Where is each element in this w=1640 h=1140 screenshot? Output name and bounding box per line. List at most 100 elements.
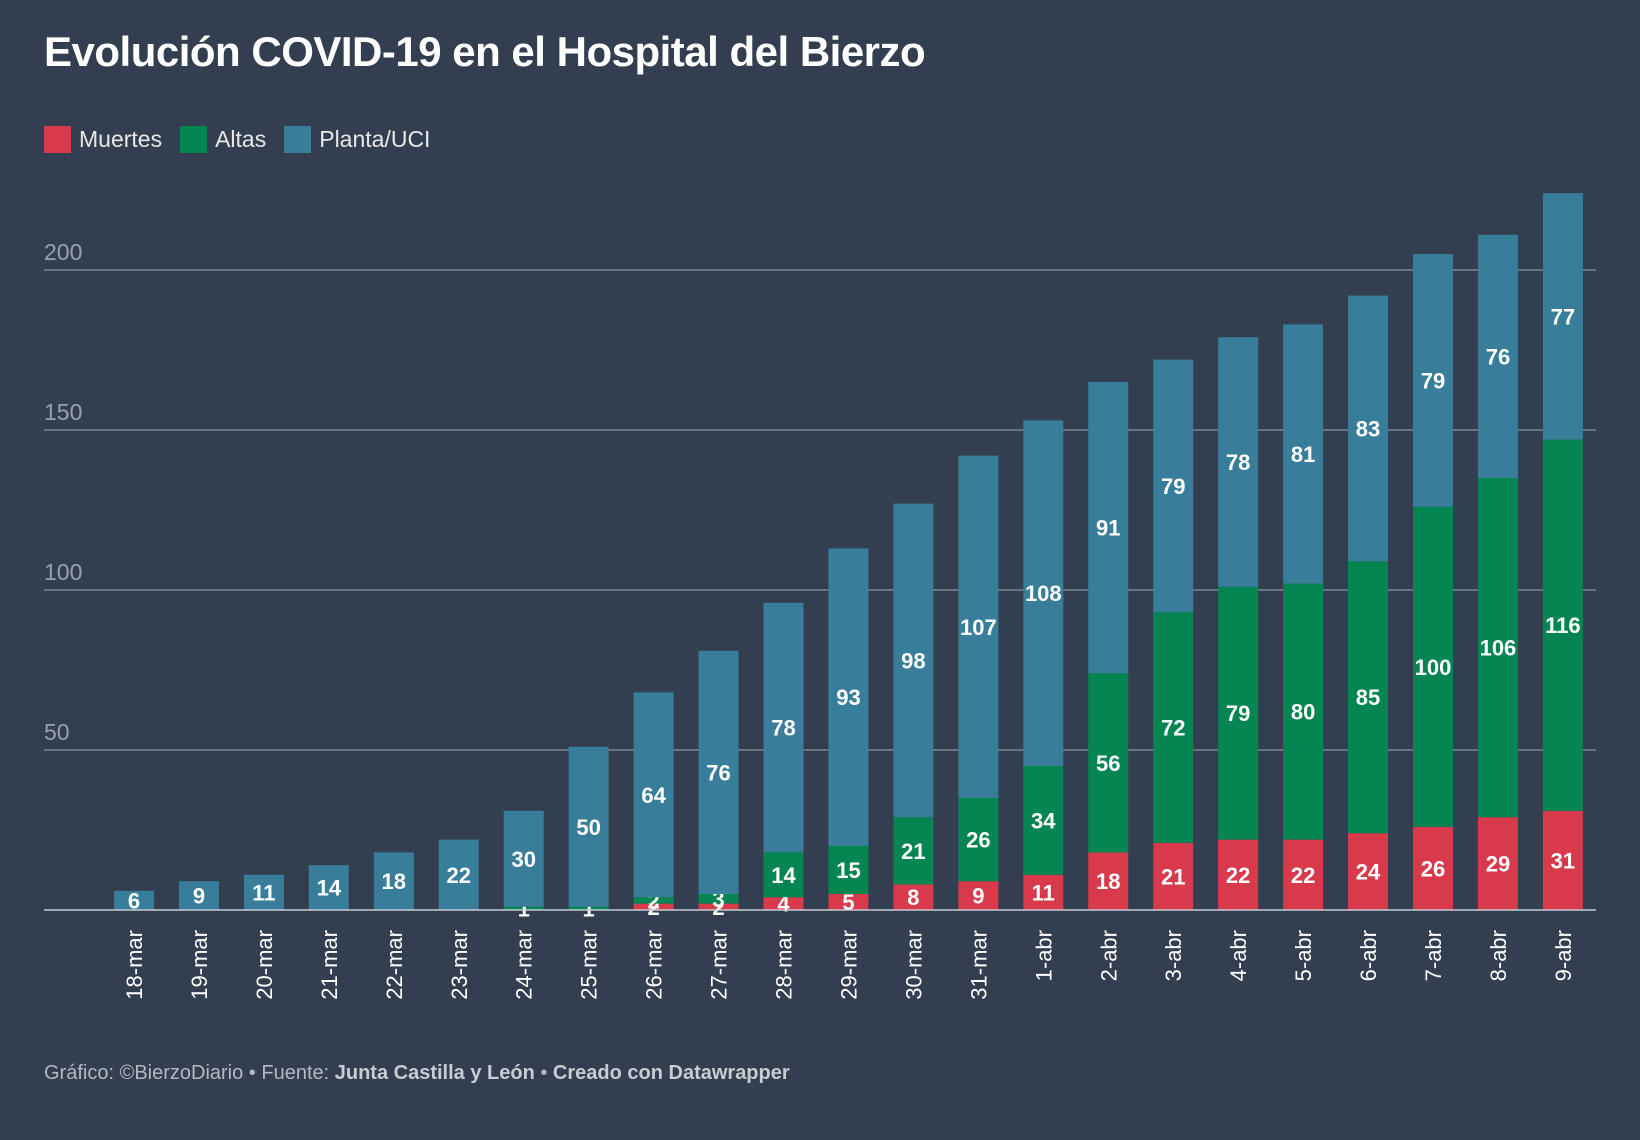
x-tick-label: 19-mar — [187, 930, 212, 1000]
bar-segment — [698, 650, 739, 894]
y-tick-label: 200 — [44, 239, 82, 265]
bar-segment — [1088, 673, 1129, 853]
data-label: 108 — [1025, 581, 1062, 606]
bar-segment — [828, 548, 869, 846]
bar-segment — [1218, 586, 1259, 840]
data-label: 6 — [128, 888, 140, 913]
bar-segment — [763, 602, 804, 853]
data-label: 18 — [1096, 869, 1120, 894]
bar-segment — [1023, 766, 1064, 875]
data-label: 72 — [1161, 716, 1185, 741]
data-label: 100 — [1415, 655, 1452, 680]
data-label: 24 — [1356, 860, 1381, 885]
data-label: 116 — [1545, 613, 1581, 638]
bar-segment — [114, 890, 154, 910]
legend-item: Muertes — [44, 126, 162, 153]
data-label: 22 — [447, 863, 471, 888]
legend-label: Planta/UCI — [319, 126, 431, 152]
data-label: 50 — [576, 815, 600, 840]
data-label: 93 — [836, 685, 860, 710]
x-tick-label: 26-mar — [642, 930, 667, 1000]
data-label: 79 — [1421, 368, 1445, 393]
x-tick-label: 20-mar — [252, 930, 277, 1000]
x-tick-label: 24-mar — [512, 930, 537, 1000]
y-tick-label: 50 — [44, 719, 70, 745]
bar-segment — [1153, 359, 1194, 613]
legend-label: Muertes — [79, 126, 163, 152]
bar-segment — [763, 897, 804, 910]
bar-segment — [503, 810, 544, 907]
data-label: 30 — [511, 847, 535, 872]
bar-segment — [958, 798, 999, 882]
bar-segment — [1542, 193, 1583, 440]
x-tick-label: 5-abr — [1291, 930, 1316, 981]
x-tick-label: 1-abr — [1031, 930, 1056, 981]
data-label: 11 — [1032, 880, 1055, 905]
bar-segment — [308, 865, 349, 910]
x-tick-label: 6-abr — [1356, 930, 1381, 981]
x-tick-label: 29-mar — [836, 930, 861, 1000]
bar-segment — [958, 881, 999, 910]
footer-source[interactable]: Junta Castilla y León — [334, 1062, 535, 1084]
bar-segment — [1542, 810, 1583, 910]
legend-label: Altas — [215, 126, 267, 152]
data-label: 18 — [382, 869, 406, 894]
bar-segment — [828, 894, 869, 910]
data-label: 22 — [1226, 863, 1250, 888]
bar-segment — [1413, 506, 1453, 827]
x-tick-label: 9-abr — [1551, 930, 1576, 981]
x-tick-label: 4-abr — [1226, 930, 1251, 981]
data-label: 31 — [1551, 848, 1575, 873]
x-tick-label: 2-abr — [1096, 930, 1121, 981]
bar-segment — [633, 897, 674, 904]
footer: Gráfico: ©BierzoDiario • Fuente: Junta C… — [44, 1062, 790, 1085]
chart-title: Evolución COVID-19 en el Hospital del Bi… — [44, 28, 926, 75]
legend-item: Altas — [180, 126, 266, 153]
bar-segment — [633, 692, 674, 898]
data-label: 56 — [1096, 751, 1120, 776]
bar-segment — [1088, 382, 1129, 674]
data-label: 9 — [972, 884, 984, 909]
footer-created-with[interactable]: Creado con Datawrapper — [552, 1062, 790, 1084]
legend-swatch — [44, 126, 71, 153]
x-tick-label: 18-mar — [122, 930, 147, 1000]
x-tick-label: 3-abr — [1161, 930, 1186, 981]
x-tick-label: 22-mar — [382, 930, 407, 1000]
bar-segment — [698, 903, 739, 910]
bar-segment — [1023, 420, 1064, 766]
bar-segment — [893, 884, 934, 910]
data-label: 29 — [1486, 852, 1510, 877]
data-label: 78 — [1226, 450, 1250, 475]
data-label: 79 — [1161, 474, 1185, 499]
bar-segment — [698, 894, 739, 904]
data-label: 76 — [706, 760, 730, 785]
bar-segment — [633, 903, 674, 910]
bar-segment — [373, 852, 414, 910]
bar-segment — [893, 503, 934, 818]
data-label: 80 — [1291, 700, 1315, 725]
data-label: 91 — [1096, 516, 1120, 541]
data-label: 26 — [966, 828, 990, 853]
bar-segment — [1413, 826, 1453, 910]
legend-swatch — [284, 126, 312, 153]
data-label: 11 — [252, 880, 275, 905]
data-label: 9 — [193, 884, 205, 909]
data-label: 5 — [842, 890, 854, 915]
data-label: 83 — [1356, 416, 1380, 441]
bar-segment — [1477, 478, 1518, 818]
bar-segment — [568, 746, 609, 907]
y-tick-label: 150 — [44, 399, 82, 425]
data-label: 21 — [901, 839, 925, 864]
bar-segment — [1283, 583, 1324, 840]
bar-segment — [1348, 295, 1389, 562]
bar-segment — [1153, 842, 1194, 910]
bar-segment — [763, 852, 804, 898]
bar-segment — [503, 906, 544, 910]
x-tick-label: 23-mar — [447, 930, 472, 1000]
bar-segment — [1153, 612, 1194, 843]
x-tick-label: 27-mar — [707, 930, 732, 1000]
data-label: 14 — [317, 876, 342, 901]
bar-segment — [438, 839, 479, 910]
data-label: 106 — [1480, 636, 1517, 661]
x-tick-label: 31-mar — [966, 930, 991, 1000]
